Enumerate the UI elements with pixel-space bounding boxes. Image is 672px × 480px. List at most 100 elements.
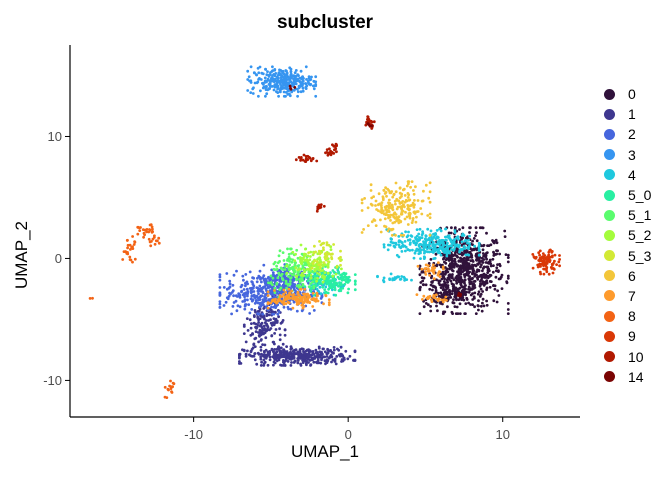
point-6 bbox=[410, 180, 414, 184]
point-3 bbox=[272, 80, 276, 84]
legend-key bbox=[604, 371, 615, 383]
point-1 bbox=[330, 355, 333, 359]
point-0 bbox=[473, 291, 477, 295]
point-9 bbox=[558, 258, 561, 261]
point-0 bbox=[418, 273, 422, 277]
point-0 bbox=[481, 269, 484, 273]
point-0 bbox=[441, 270, 445, 274]
point-4 bbox=[407, 230, 410, 234]
point-1 bbox=[298, 348, 302, 351]
point-7 bbox=[292, 293, 296, 296]
point-2 bbox=[261, 291, 265, 295]
point-5_3 bbox=[339, 259, 342, 262]
point-5_1 bbox=[286, 257, 290, 261]
point-3 bbox=[273, 83, 277, 86]
point-6 bbox=[366, 224, 370, 228]
point-0 bbox=[481, 226, 485, 230]
point-7 bbox=[283, 295, 287, 299]
point-0 bbox=[466, 267, 469, 270]
point-9 bbox=[557, 260, 561, 264]
point-6 bbox=[370, 196, 374, 200]
point-0 bbox=[435, 263, 439, 267]
point-6 bbox=[394, 233, 397, 237]
point-7 bbox=[327, 301, 331, 304]
point-4 bbox=[437, 250, 441, 254]
legend-label: 4 bbox=[628, 166, 636, 183]
point-5_0 bbox=[353, 282, 357, 286]
point-4 bbox=[382, 243, 386, 247]
point-5_3 bbox=[312, 251, 316, 255]
point-7 bbox=[442, 298, 446, 301]
point-0 bbox=[469, 303, 472, 306]
point-9 bbox=[544, 263, 548, 267]
point-5_0 bbox=[326, 276, 329, 279]
point-3 bbox=[312, 79, 316, 83]
point-4 bbox=[315, 287, 319, 291]
point-4 bbox=[452, 238, 456, 241]
point-5_2 bbox=[329, 245, 333, 249]
point-3 bbox=[314, 75, 318, 79]
point-0 bbox=[418, 288, 422, 292]
legend-item-9: 9 bbox=[600, 326, 651, 346]
point-4 bbox=[397, 243, 401, 247]
point-6 bbox=[428, 181, 432, 185]
point-8 bbox=[91, 296, 94, 300]
point-7 bbox=[421, 298, 424, 301]
point-1 bbox=[264, 336, 268, 340]
point-5_3 bbox=[337, 257, 341, 260]
point-3 bbox=[286, 81, 290, 85]
point-6 bbox=[402, 233, 406, 237]
point-7 bbox=[431, 263, 435, 267]
point-6 bbox=[404, 198, 408, 202]
point-1 bbox=[292, 355, 296, 359]
point-3 bbox=[282, 76, 286, 79]
point-0 bbox=[506, 256, 510, 259]
point-4 bbox=[382, 245, 386, 249]
point-3 bbox=[249, 65, 253, 69]
point-4 bbox=[453, 231, 457, 235]
point-5_3 bbox=[315, 260, 319, 264]
point-5_1 bbox=[301, 279, 305, 282]
point-1 bbox=[306, 357, 310, 361]
point-1 bbox=[331, 358, 335, 362]
point-0 bbox=[443, 310, 447, 314]
point-0 bbox=[465, 269, 469, 272]
point-4 bbox=[446, 241, 449, 245]
point-1 bbox=[267, 313, 271, 317]
point-0 bbox=[452, 278, 456, 282]
point-5_0 bbox=[329, 281, 333, 284]
point-1 bbox=[325, 361, 329, 364]
point-8 bbox=[152, 236, 156, 239]
point-0 bbox=[422, 305, 426, 309]
point-1 bbox=[310, 358, 314, 361]
point-7 bbox=[295, 295, 298, 299]
legend-label: 14 bbox=[628, 368, 644, 385]
point-4 bbox=[424, 234, 428, 238]
point-7 bbox=[416, 264, 420, 268]
point-4 bbox=[441, 239, 445, 243]
point-7 bbox=[285, 297, 289, 300]
point-1 bbox=[257, 318, 260, 322]
point-0 bbox=[481, 252, 485, 255]
point-1 bbox=[259, 364, 263, 367]
y-ticks: -10 0 10 bbox=[43, 129, 70, 388]
point-1 bbox=[253, 345, 257, 348]
point-6 bbox=[407, 208, 411, 212]
point-6 bbox=[385, 194, 388, 198]
point-2 bbox=[256, 301, 260, 305]
point-5_1 bbox=[296, 256, 300, 260]
point-1 bbox=[292, 353, 296, 356]
point-3 bbox=[261, 72, 265, 76]
point-5_2 bbox=[316, 276, 319, 280]
point-8 bbox=[133, 257, 137, 261]
point-2 bbox=[251, 287, 254, 291]
point-4 bbox=[447, 244, 451, 248]
point-0 bbox=[442, 276, 445, 279]
point-4 bbox=[417, 244, 421, 248]
point-6 bbox=[428, 190, 432, 194]
point-6 bbox=[401, 204, 405, 207]
point-2 bbox=[271, 271, 275, 275]
point-3 bbox=[290, 76, 293, 80]
point-4 bbox=[454, 236, 458, 240]
point-2 bbox=[218, 286, 222, 289]
